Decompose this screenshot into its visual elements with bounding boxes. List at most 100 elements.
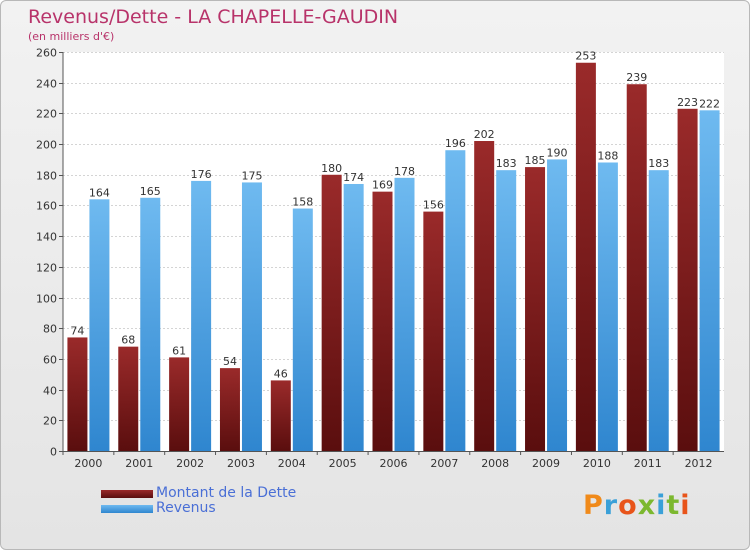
data-label-dette-2008: 202	[474, 128, 495, 141]
data-label-revenus-2011: 183	[648, 157, 669, 170]
data-label-revenus-2012: 222	[699, 97, 720, 110]
data-label-dette-2004: 46	[274, 367, 288, 380]
bar-dette-2005	[321, 174, 342, 451]
y-tick-label: 80	[43, 323, 57, 336]
data-label-dette-2005: 180	[321, 162, 342, 175]
data-label-dette-2002: 61	[172, 344, 186, 357]
y-tick-label: 200	[36, 139, 57, 152]
data-label-revenus-2006: 178	[394, 165, 415, 178]
y-tick-label: 0	[50, 446, 57, 459]
bar-revenus-2007	[445, 150, 466, 451]
bar-revenus-2000	[89, 199, 110, 451]
x-tick-label-2000: 2000	[74, 457, 102, 470]
bar-revenus-2004	[292, 208, 313, 451]
logo-letter: P	[583, 490, 604, 521]
y-tick-label: 60	[43, 354, 57, 367]
gridlines	[59, 52, 724, 452]
x-tick-label-2005: 2005	[329, 457, 357, 470]
data-label-dette-2000: 74	[70, 324, 84, 337]
x-axis-tick-labels: 2000 2001 2002 2003 2004 2005 2006 2007 2008 2009…	[62, 451, 713, 470]
bar-revenus-2001	[140, 197, 161, 451]
logo-letter: i	[680, 490, 691, 521]
bar-revenus-2012	[699, 110, 720, 452]
bar-revenus-2005	[343, 183, 364, 451]
data-label-dette-2010: 253	[575, 50, 596, 63]
logo-letter: r	[603, 490, 619, 521]
bars	[67, 62, 720, 452]
bar-revenus-2008	[496, 170, 517, 451]
bar-dette-2004	[270, 380, 291, 451]
data-label-revenus-2002: 176	[191, 168, 212, 181]
y-tick-label: 160	[36, 200, 57, 213]
bar-dette-2006	[372, 191, 393, 451]
legend-swatch-dette	[101, 490, 153, 498]
y-tick-label: 220	[36, 108, 57, 121]
plot-area	[63, 52, 724, 451]
bar-dette-2012	[677, 108, 698, 452]
data-label-dette-2006: 169	[372, 179, 393, 192]
x-tick-label-2010: 2010	[583, 457, 611, 470]
x-tick-label-2007: 2007	[430, 457, 458, 470]
data-label-dette-2011: 239	[626, 71, 647, 84]
logo-letter: t	[666, 490, 681, 521]
data-label-dette-2001: 68	[121, 334, 135, 347]
bar-dette-2011	[626, 84, 647, 451]
data-label-revenus-2005: 174	[343, 171, 364, 184]
x-tick-label-2002: 2002	[176, 457, 204, 470]
proxiti-logo: Proxiti	[583, 490, 691, 521]
x-tick-label-2009: 2009	[532, 457, 560, 470]
bar-revenus-2003	[241, 182, 262, 451]
y-axis-tick-labels: 0 20 40 60 80 100 120 140 160 180 200 220 240 260	[36, 47, 57, 459]
bar-revenus-2002	[191, 180, 212, 451]
data-label-revenus-2009: 190	[547, 146, 568, 159]
bar-revenus-2006	[394, 177, 415, 452]
data-label-revenus-2008: 183	[496, 157, 517, 170]
y-tick-label: 20	[43, 415, 57, 428]
y-tick-label: 260	[36, 47, 57, 60]
y-tick-label: 240	[36, 78, 57, 91]
bar-revenus-2010	[597, 162, 618, 451]
x-tick-label-2006: 2006	[380, 457, 408, 470]
bar-dette-2007	[423, 211, 444, 451]
bar-dette-2001	[118, 346, 139, 451]
data-label-revenus-2001: 165	[140, 185, 161, 198]
logo-letter: o	[618, 490, 638, 521]
data-label-revenus-2004: 158	[292, 196, 313, 209]
data-label-dette-2003: 54	[223, 355, 237, 368]
bar-dette-2010	[575, 62, 596, 451]
y-tick-label: 120	[36, 262, 57, 275]
bar-revenus-2011	[648, 170, 669, 451]
data-label-revenus-2003: 175	[241, 169, 262, 182]
logo-letter: i	[656, 490, 667, 521]
y-tick-label: 140	[36, 231, 57, 244]
data-label-revenus-2007: 196	[445, 137, 466, 150]
x-tick-label-2012: 2012	[685, 457, 713, 470]
data-label-dette-2012: 223	[677, 96, 698, 109]
legend-label-revenus: Revenus	[156, 500, 216, 516]
bar-dette-2003	[219, 368, 240, 451]
x-tick-label-2011: 2011	[634, 457, 662, 470]
y-tick-label: 100	[36, 293, 57, 306]
bar-dette-2002	[169, 357, 190, 451]
chart-subtitle: (en milliers d'€)	[28, 30, 115, 43]
data-label-revenus-2010: 188	[597, 149, 618, 162]
legend-label-dette: Montant de la Dette	[156, 485, 297, 501]
chart-title: Revenus/Dette - LA CHAPELLE-GAUDIN	[28, 6, 399, 28]
data-label-revenus-2000: 164	[89, 186, 110, 199]
data-label-dette-2009: 185	[525, 154, 546, 167]
bar-dette-2000	[67, 337, 88, 451]
y-tick-label: 40	[43, 385, 57, 398]
data-label-dette-2007: 156	[423, 199, 444, 212]
x-tick-label-2001: 2001	[125, 457, 153, 470]
y-tick-label: 180	[36, 170, 57, 183]
x-tick-label-2008: 2008	[481, 457, 509, 470]
x-tick-label-2004: 2004	[278, 457, 306, 470]
legend-swatch-revenus	[101, 505, 153, 513]
x-tick-label-2003: 2003	[227, 457, 255, 470]
bar-revenus-2009	[547, 159, 568, 451]
bar-dette-2009	[525, 167, 546, 451]
bar-dette-2008	[474, 141, 495, 451]
